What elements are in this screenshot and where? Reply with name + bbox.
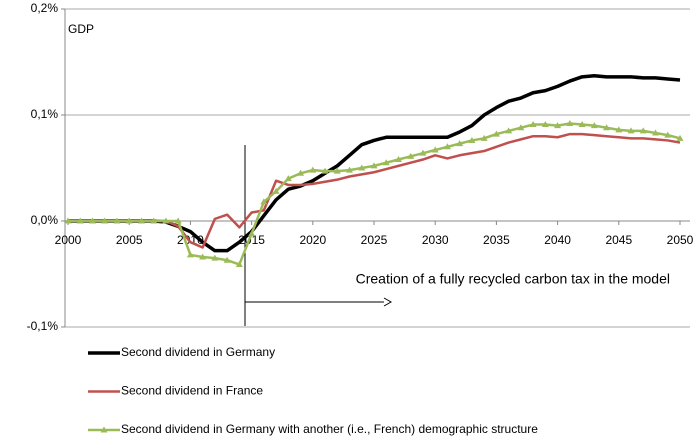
marker	[223, 256, 231, 263]
y-tick-label: 0,0%	[31, 213, 59, 227]
x-tick-label: 2030	[422, 233, 449, 247]
marker	[333, 167, 341, 174]
marker	[394, 156, 402, 163]
marker	[150, 217, 158, 224]
marker	[101, 217, 109, 224]
marker	[272, 187, 280, 194]
marker	[125, 217, 133, 224]
y-tick-label: 0,1%	[31, 107, 59, 121]
marker	[456, 140, 464, 147]
marker	[652, 129, 660, 136]
marker	[321, 167, 329, 174]
marker	[627, 127, 635, 134]
marker	[529, 121, 537, 128]
x-tick-label: 2005	[116, 233, 143, 247]
marker	[676, 134, 684, 141]
marker	[235, 260, 243, 267]
marker	[64, 217, 72, 224]
marker	[382, 159, 390, 166]
marker	[137, 217, 145, 224]
marker	[174, 217, 182, 224]
marker	[88, 217, 96, 224]
marker	[505, 127, 513, 134]
marker	[260, 198, 268, 205]
marker	[566, 119, 574, 126]
y-axis-label: GDP	[68, 22, 94, 36]
x-tick-label: 2040	[544, 233, 571, 247]
x-tick-label: 2025	[361, 233, 388, 247]
marker	[603, 124, 611, 131]
marker	[517, 124, 525, 131]
x-tick-label: 2035	[483, 233, 510, 247]
legend-marker	[100, 426, 108, 433]
marker	[358, 164, 366, 171]
x-tick-label: 2045	[605, 233, 632, 247]
marker	[211, 254, 219, 261]
marker	[199, 253, 207, 260]
marker	[370, 162, 378, 169]
marker	[248, 230, 256, 237]
y-tick-label: -0,1%	[27, 319, 59, 333]
marker	[419, 149, 427, 156]
series-line	[68, 132, 681, 249]
marker	[346, 166, 354, 173]
legend-label: Second dividend in Germany with another …	[121, 422, 538, 436]
marker	[297, 169, 305, 176]
marker	[407, 152, 415, 159]
y-tick-label: 0,2%	[31, 1, 59, 15]
marker	[590, 122, 598, 129]
marker	[309, 166, 317, 173]
marker	[578, 121, 586, 128]
marker	[468, 136, 476, 143]
marker	[113, 217, 121, 224]
marker	[162, 217, 170, 224]
legend-label: Second dividend in France	[121, 384, 263, 398]
marker	[76, 217, 84, 224]
marker	[284, 175, 292, 182]
marker	[639, 127, 647, 134]
marker	[443, 143, 451, 150]
legend-label: Second dividend in Germany	[121, 345, 275, 359]
marker	[541, 121, 549, 128]
marker	[554, 122, 562, 129]
x-tick-label: 2020	[299, 233, 326, 247]
annotation: Creation of a fully recycled carbon tax …	[356, 271, 670, 287]
marker	[664, 131, 672, 138]
x-tick-label: 2050	[667, 233, 694, 247]
marker	[492, 130, 500, 137]
marker	[615, 126, 623, 133]
marker	[186, 251, 194, 258]
arrow-head	[383, 297, 393, 307]
marker	[480, 134, 488, 141]
x-tick-label: 2000	[55, 233, 82, 247]
marker	[431, 146, 439, 153]
